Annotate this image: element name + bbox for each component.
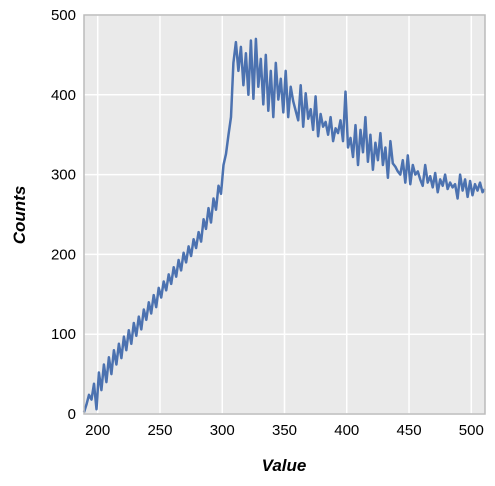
y-tick-label: 200 xyxy=(51,246,76,263)
series-line xyxy=(82,37,486,413)
y-tick-labels: 0 100 200 300 400 500 xyxy=(51,7,76,423)
x-tick-label: 350 xyxy=(272,422,297,439)
y-tick-label: 300 xyxy=(51,167,76,184)
x-tick-label: 200 xyxy=(85,422,110,439)
x-tick-label: 450 xyxy=(397,422,422,439)
y-axis-label: Counts xyxy=(10,186,29,245)
y-tick-label: 400 xyxy=(51,87,76,104)
x-tick-label: 250 xyxy=(147,422,172,439)
y-tick-label: 100 xyxy=(51,326,76,343)
x-tick-labels: 200 250 300 350 400 450 500 xyxy=(85,422,484,439)
series-layer xyxy=(82,37,486,413)
x-axis-label: Value xyxy=(262,456,307,475)
y-tick-label: 500 xyxy=(51,7,76,24)
x-tick-label: 400 xyxy=(334,422,359,439)
y-tick-label: 0 xyxy=(68,406,76,423)
x-tick-label: 500 xyxy=(459,422,484,439)
plot-frame xyxy=(83,14,486,415)
x-tick-label: 300 xyxy=(210,422,235,439)
